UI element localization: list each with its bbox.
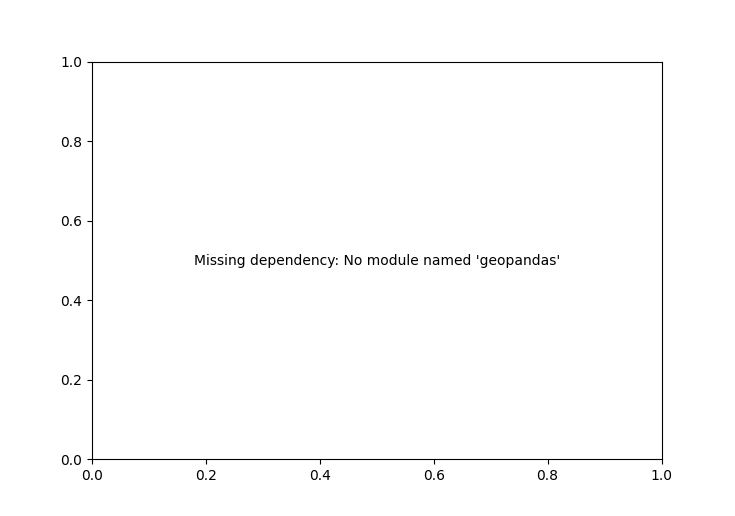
Text: Missing dependency: No module named 'geopandas': Missing dependency: No module named 'geo… — [193, 253, 560, 268]
